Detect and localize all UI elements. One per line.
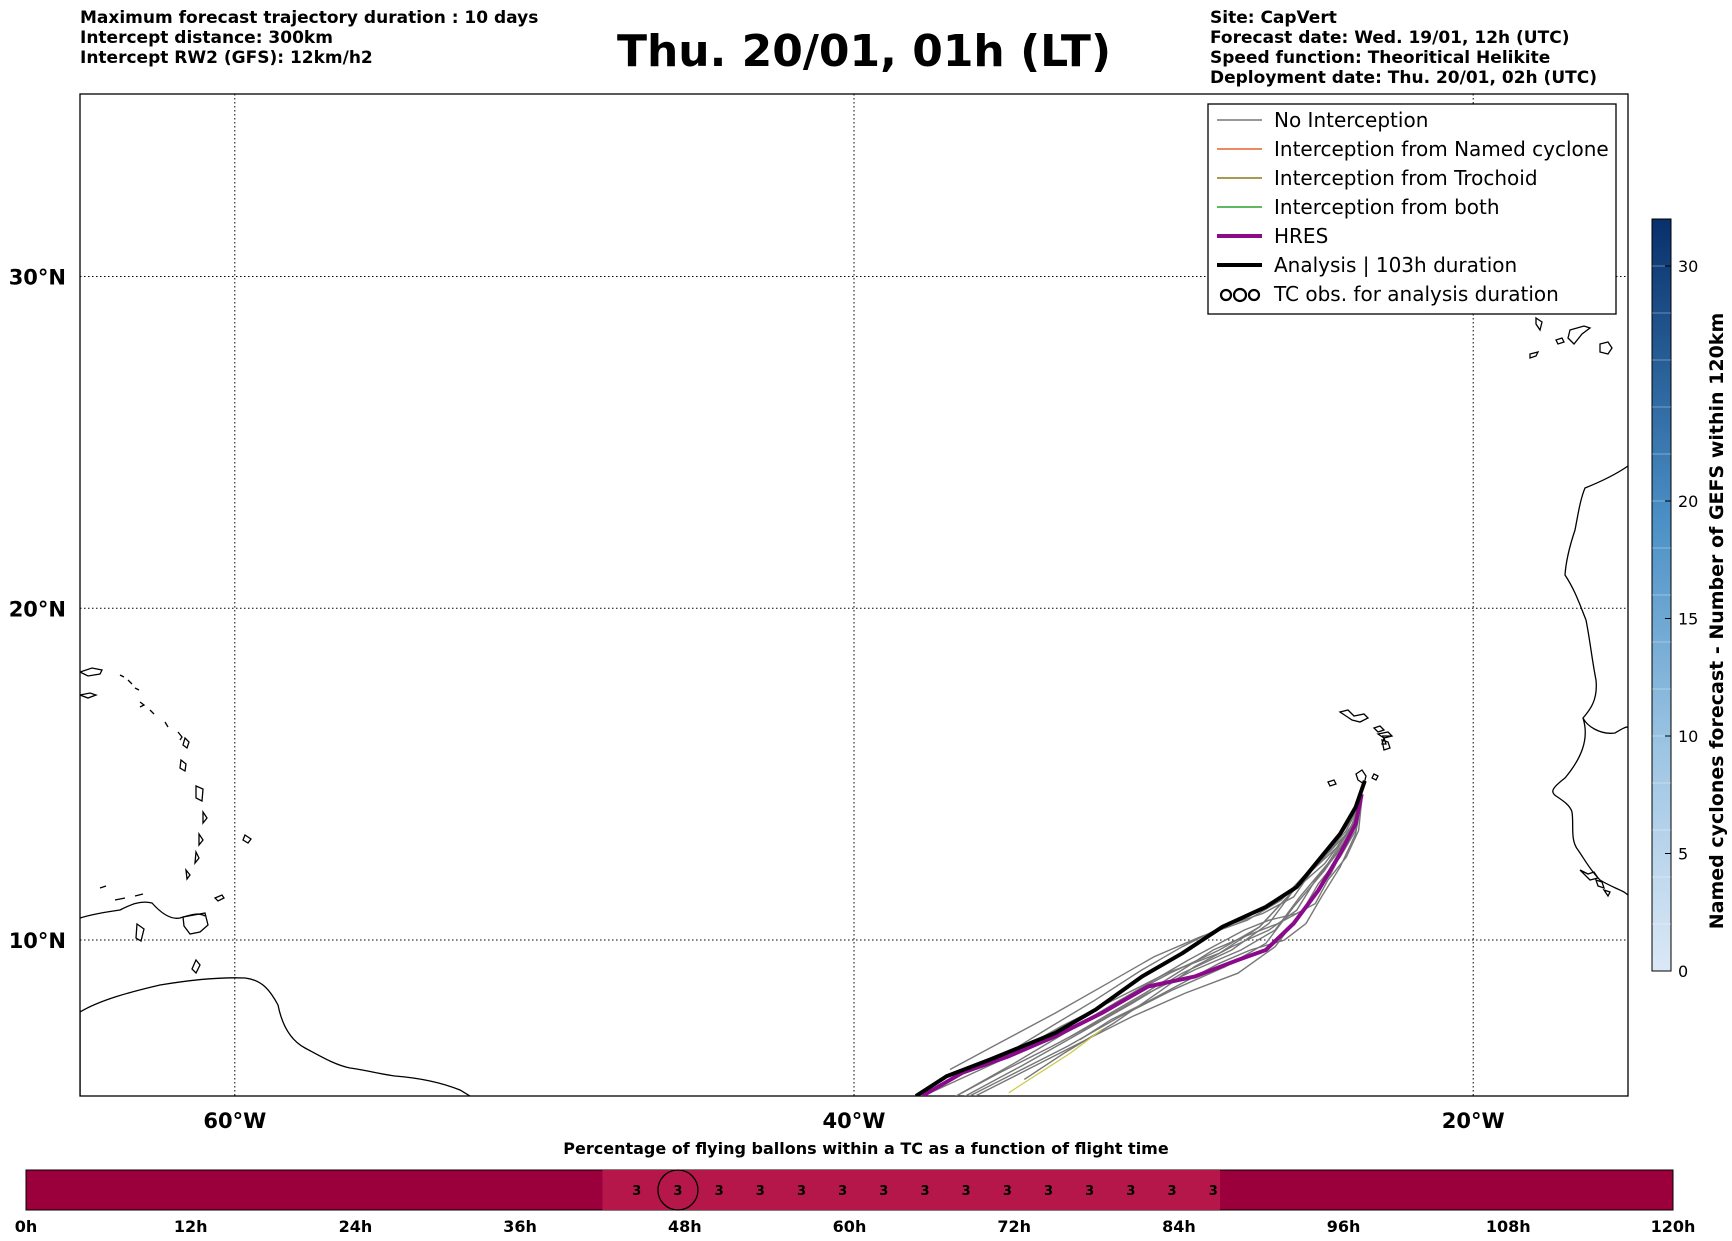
x-tick-label: 40°W [823, 1109, 886, 1133]
main-trajectories [914, 780, 1367, 1096]
coast-cape-verde [1327, 709, 1394, 787]
header-duration: Maximum forecast trajectory duration : 1… [80, 8, 539, 28]
timeline-tick-label: 72h [997, 1217, 1031, 1236]
colorbar-tick-label: 10 [1678, 727, 1698, 746]
coast-virgin-islands [99, 674, 252, 901]
timeline-tick-label: 48h [668, 1217, 702, 1236]
timeline-tick-label: 60h [833, 1217, 867, 1236]
timeline-cell-value: 3 [632, 1184, 641, 1199]
trochoid-segment [1008, 1029, 1103, 1094]
legend-label: Analysis | 103h duration [1274, 253, 1517, 277]
trochoid-trajectories [1008, 1029, 1103, 1094]
timeline-cell-value: 3 [920, 1184, 929, 1199]
colorbar-tick-label: 5 [1678, 845, 1688, 864]
legend-items: No Interception Interception from Named c… [1217, 108, 1609, 306]
timeline-title: Percentage of flying ballons within a TC… [563, 1139, 1169, 1158]
timeline-cell-value: 3 [756, 1184, 765, 1199]
header-intercept-distance: Intercept distance: 300km [80, 28, 333, 48]
coast-trinidad [182, 912, 209, 935]
tc-obs-icon [1232, 287, 1248, 303]
ensemble-member-line [963, 800, 1363, 1096]
legend-label: TC obs. for analysis duration [1273, 282, 1559, 306]
title-text: Thu. 20/01, 01h (LT) [616, 26, 1112, 77]
timeline-cell-value: 3 [1168, 1184, 1177, 1199]
timeline-tick-label: 84h [1162, 1217, 1196, 1236]
timeline-tick-label: 36h [503, 1217, 537, 1236]
timeline-tick-label: 108h [1486, 1217, 1531, 1236]
timeline-cell-value: 3 [715, 1184, 724, 1199]
timeline-cell-value: 3 [1126, 1184, 1135, 1199]
y-tick-label: 30°N [9, 265, 66, 289]
timeline-tick-label: 0h [15, 1217, 38, 1236]
timeline-cell-value: 3 [879, 1184, 888, 1199]
colorbar: 0 5 10 15 20 30 Named cyclones forecast - Num… [1651, 218, 1728, 981]
colorbar-label: Named cyclones forecast - Number of GEFS… [1706, 313, 1728, 930]
header-speed-function: Speed function: Theoritical Helikite [1210, 48, 1551, 68]
legend-label: Interception from Named cyclone [1274, 137, 1609, 161]
coast-lesser-antilles [135, 736, 225, 975]
y-tick-label: 20°N [9, 597, 66, 621]
legend-label: No Interception [1274, 108, 1428, 132]
timeline-cell-value: 3 [1209, 1184, 1218, 1199]
legend-label: Interception from both [1274, 195, 1500, 219]
analysis-line [914, 780, 1367, 1096]
timeline-tick-label: 120h [1651, 1217, 1696, 1236]
colorbar-tick-label: 30 [1678, 257, 1698, 276]
ensemble-member-line [1126, 800, 1363, 998]
header-left: Maximum forecast trajectory duration : 1… [80, 8, 538, 68]
x-axis-ticks: 60°W 40°W 20°W [203, 1109, 1504, 1133]
ensemble-trajectories [921, 800, 1363, 1096]
ensemble-member-line [949, 800, 1363, 1071]
ensemble-member-line [968, 800, 1363, 1096]
map-gridlines [80, 94, 1628, 1096]
legend-label: Interception from Trochoid [1274, 166, 1538, 190]
ensemble-member-line [955, 800, 1363, 1096]
tc-obs-icon [1219, 288, 1233, 302]
hres-line [921, 793, 1364, 1096]
timeline-tick-label: 12h [174, 1217, 208, 1236]
x-tick-label: 20°W [1442, 1109, 1505, 1133]
timeline-active-range [602, 1170, 1221, 1210]
timeline-cells: 3 3 3 3 3 3 3 3 3 3 3 3 3 3 3 [632, 1169, 1218, 1211]
timeline-cell-value: 3 [1044, 1184, 1053, 1199]
timeline-cell-value: 3 [797, 1184, 806, 1199]
timeline-cell-value: 3 [1085, 1184, 1094, 1199]
timeline-ticks: 0h 12h 24h 36h 48h 60h 72h 84h 96h 108h 120h [15, 1217, 1696, 1236]
legend: No Interception Interception from Named c… [1207, 103, 1617, 315]
timeline-cell-value: 3 [673, 1184, 682, 1199]
timeline-cell-value: 3 [838, 1184, 847, 1199]
coast-bissau [1579, 869, 1611, 898]
ensemble-member-line [954, 800, 1363, 1096]
colorbar-ticks: 0 5 10 15 20 30 [1665, 257, 1698, 981]
colorbar-tick-label: 0 [1678, 962, 1688, 981]
colorbar-tick-label: 20 [1678, 492, 1698, 511]
coast-africa [1552, 465, 1628, 896]
header-right: Site: CapVert Forecast date: Wed. 19/01,… [1210, 8, 1597, 88]
header-forecast-date: Forecast date: Wed. 19/01, 12h (UTC) [1210, 28, 1570, 48]
timeline-cell-value: 3 [962, 1184, 971, 1199]
y-axis-ticks: 10°N 20°N 30°N [9, 265, 66, 953]
header-deployment-date: Deployment date: Thu. 20/01, 02h (UTC) [1210, 68, 1597, 88]
coast-puerto-rico [80, 667, 103, 699]
legend-label: HRES [1274, 224, 1328, 248]
page-title: Thu. 20/01, 01h (LT) [0, 26, 1732, 77]
timeline-cell-value: 3 [1003, 1184, 1012, 1199]
coast-canary-islands [1529, 316, 1613, 359]
flight-time-timeline: Percentage of flying ballons within a TC… [15, 1139, 1696, 1236]
timeline-tick-label: 96h [1327, 1217, 1361, 1236]
y-tick-label: 10°N [9, 929, 66, 953]
tc-obs-icon [1247, 288, 1261, 302]
coastlines [80, 316, 1628, 1096]
coast-south-america [80, 977, 471, 1096]
colorbar-tick-label: 15 [1678, 610, 1698, 629]
x-tick-label: 60°W [203, 1109, 266, 1133]
timeline-current-marker [657, 1169, 699, 1211]
header-site: Site: CapVert [1210, 8, 1337, 28]
header-intercept-rw2: Intercept RW2 (GFS): 12km/h2 [80, 48, 373, 68]
legend-frame [1207, 103, 1617, 315]
timeline-tick-label: 24h [339, 1217, 373, 1236]
colorbar-gradient [1651, 218, 1672, 972]
